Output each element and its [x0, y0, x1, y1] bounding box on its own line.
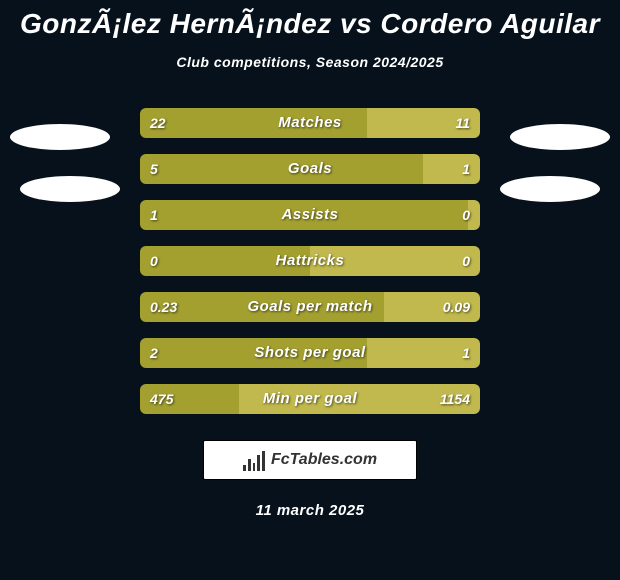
- stat-bar-right: [239, 384, 480, 414]
- stat-bar-right: [468, 200, 480, 230]
- page-title: GonzÃ¡lez HernÃ¡ndez vs Cordero Aguilar: [0, 0, 620, 40]
- stat-row: 51Goals: [140, 154, 480, 184]
- player-right-badge-1: [510, 124, 610, 150]
- stat-bar-left: [140, 108, 367, 138]
- branding-box: FcTables.com: [203, 440, 417, 480]
- player-left-badge-1: [10, 124, 110, 150]
- stat-bar-left: [140, 200, 468, 230]
- stat-row: 10Assists: [140, 200, 480, 230]
- stat-bar-right: [367, 338, 480, 368]
- stat-row: 2211Matches: [140, 108, 480, 138]
- branding-logo-icon: [243, 449, 265, 471]
- stats-container: 2211Matches 51Goals 10Assists 00Hattricks 0.…: [0, 108, 620, 414]
- stat-row: 4751154Min per goal: [140, 384, 480, 414]
- player-left-badge-2: [20, 176, 120, 202]
- stat-row: 00Hattricks: [140, 246, 480, 276]
- player-right-badge-2: [500, 176, 600, 202]
- stat-bar-left: [140, 154, 423, 184]
- stat-row: 0.230.09Goals per match: [140, 292, 480, 322]
- date-text: 11 march 2025: [0, 502, 620, 519]
- stat-bar-left: [140, 384, 239, 414]
- stat-bar-right: [423, 154, 480, 184]
- stat-bar-right: [367, 108, 480, 138]
- stat-bar-right: [310, 246, 480, 276]
- stat-bar-left: [140, 338, 367, 368]
- page-subtitle: Club competitions, Season 2024/2025: [0, 54, 620, 70]
- stat-row: 21Shots per goal: [140, 338, 480, 368]
- stat-bar-left: [140, 292, 384, 322]
- stat-bar-left: [140, 246, 310, 276]
- branding-text: FcTables.com: [271, 451, 377, 469]
- stat-bar-right: [384, 292, 480, 322]
